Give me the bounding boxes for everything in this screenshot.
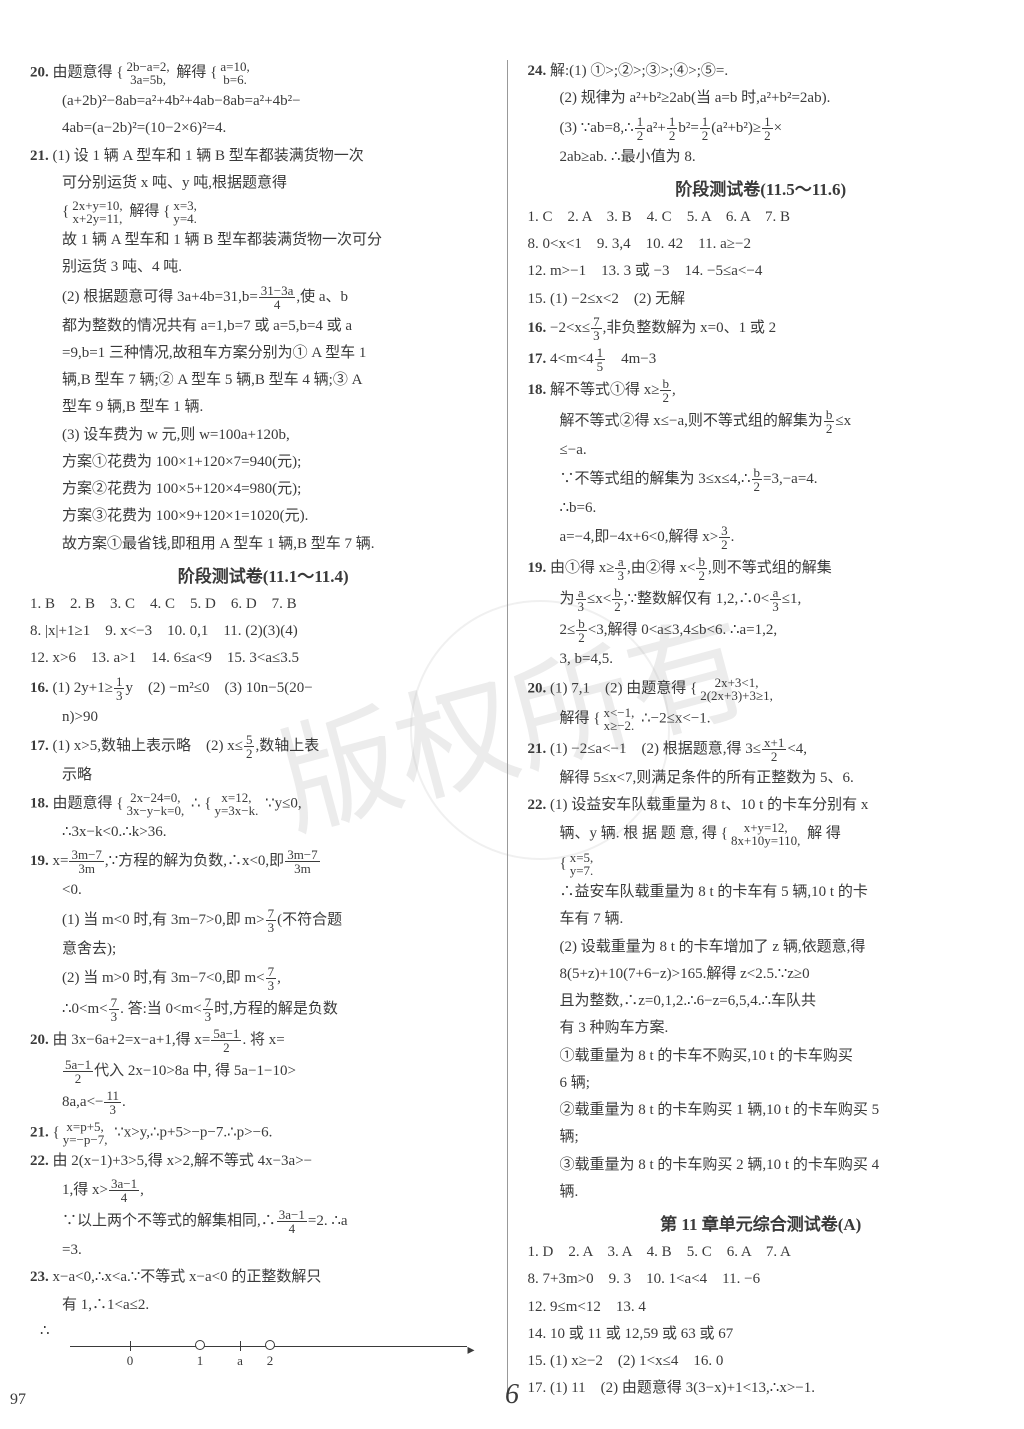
mc-row2: 8. |x|+1≥1 9. x<−3 10. 0,1 11. (2)(3)(4): [30, 620, 497, 643]
q23-l2: 有 1,∴1<a≤2.: [30, 1294, 497, 1317]
number-line: ∴ ▸ 0 1 a 2: [70, 1321, 497, 1371]
q20: 20. 由题意得 {2b−a=2,3a=5b, 解得 {a=10,b=6.: [30, 60, 497, 86]
q24: 24. 解:(1) ①>;②>;③>;④>;⑤=.: [528, 60, 995, 83]
q20r: 20. (1) 7,1 (2) 由题意得 {2x+3<1,2(2x+3)+3≥1…: [528, 676, 995, 702]
q18r: 18. 解不等式①得 x≥b2,: [528, 377, 995, 404]
q18r-l3: ≤−a.: [528, 439, 995, 462]
page-columns: 20. 由题意得 {2b−a=2,3a=5b, 解得 {a=10,b=6. (a…: [30, 60, 994, 1399]
q21-sys: {2x+y=10,x+2y=11, 解得 {x=3,y=4.: [30, 199, 497, 225]
mc3-row4: 14. 10 或 11 或 12,59 或 63 或 67: [528, 1323, 995, 1346]
mc3-row2: 8. 7+3m>0 9. 3 10. 1<a<4 11. −6: [528, 1268, 995, 1291]
q22-l3: ∵以上两个不等式的解集相同,∴3a−14=2. ∴a: [30, 1208, 497, 1235]
left-column: 20. 由题意得 {2b−a=2,3a=5b, 解得 {a=10,b=6. (a…: [30, 60, 508, 1399]
q21: 21. (1) 设 1 辆 A 型车和 1 辆 B 型车都装满货物一次: [30, 145, 497, 168]
mc2-row4: 15. (1) −2≤x<2 (2) 无解: [528, 288, 995, 311]
q21-l12: 方案①花费为 100×1+120×7=940(元);: [30, 451, 497, 474]
q22r-l3: {x=5,y=7.: [528, 851, 995, 877]
q20b-l2: 5a−12代入 2x−10>8a 中, 得 5a−1−10>: [30, 1058, 497, 1085]
q21r: 21. (1) −2≤a<−1 (2) 根据题意,得 3≤x+12<4,: [528, 736, 995, 763]
q21-l9: 辆,B 型车 7 辆;② A 型车 5 辆,B 型车 4 辆;③ A: [30, 369, 497, 392]
q18r-l2: 解不等式②得 x≤−a,则不等式组的解集为b2≤x: [528, 408, 995, 435]
q19-l5: (2) 当 m>0 时,有 3m−7<0,即 m<73,: [30, 965, 497, 992]
q22r-l13: 辆;: [528, 1126, 995, 1149]
q22r-l12: ②载重量为 8 t 的卡车购买 1 辆,10 t 的卡车购买 5: [528, 1099, 995, 1122]
q22r-l10: ①载重量为 8 t 的卡车不购买,10 t 的卡车购买: [528, 1045, 995, 1068]
q22r-l8: 且为整数,∴z=0,1,2.∴6−z=6,5,4.∴车队共: [528, 990, 995, 1013]
q21b: 21. {x=p+5,y=−p−7, ∵x>y,∴p+5>−p−7.∴p>−6.: [30, 1120, 497, 1146]
q21r-l2: 解得 5≤x<7,则满足条件的所有正整数为 5、6.: [528, 767, 995, 790]
q21-l15: 故方案①最省钱,即租用 A 型车 1 辆,B 型车 7 辆.: [30, 533, 497, 556]
q18r-l5: ∴b=6.: [528, 497, 995, 520]
q22r-l14: ③载重量为 8 t 的卡车购买 2 辆,10 t 的卡车购买 4: [528, 1154, 995, 1177]
q24-l2: (2) 规律为 a²+b²≥2ab(当 a=b 时,a²+b²=2ab).: [528, 87, 995, 110]
q21-l10: 型车 9 辆,B 型车 1 辆.: [30, 396, 497, 419]
mc2-row1: 1. C 2. A 3. B 4. C 5. A 6. A 7. B: [528, 206, 995, 229]
q20b: 20. 由 3x−6a+2=x−a+1,得 x=5a−12. 将 x=: [30, 1027, 497, 1054]
q16-l2: n)>90: [30, 706, 497, 729]
q19-l3: (1) 当 m<0 时,有 3m−7>0,即 m>73(不符合题: [30, 907, 497, 934]
q24-l3: (3) ∵ab=8,∴12a²+12b²=12(a²+b²)≥12×: [528, 115, 995, 142]
q19r: 19. 由①得 x≥a3,由②得 x<b2,则不等式组的解集: [528, 555, 995, 582]
q21-l7: 都为整数的情况共有 a=1,b=7 或 a=5,b=4 或 a: [30, 315, 497, 338]
section-title-3: 第 11 章单元综合测试卷(A): [528, 1210, 995, 1235]
q22r: 22. (1) 设益安车队载重量为 8 t、10 t 的卡车分别有 x: [528, 794, 995, 817]
q22-l4: =3.: [30, 1239, 497, 1262]
q22r-l2: 辆、y 辆. 根 据 题 意, 得 {x+y=12,8x+10y=110, 解 …: [528, 821, 995, 847]
q22r-l7: 8(5+z)+10(7+6−z)>165.解得 z<2.5.∵z≥0: [528, 963, 995, 986]
q18: 18. 由题意得 {2x−24=0,3x−y−k=0, ∴ {x=12,y=3x…: [30, 791, 497, 817]
q22r-l9: 有 3 种购车方案.: [528, 1017, 995, 1040]
q17r: 17. 4<m<415 4m−3: [528, 346, 995, 373]
q21-l2: 可分别运货 x 吨、y 吨,根据题意得: [30, 172, 497, 195]
page-number-left: 97: [10, 1391, 26, 1409]
section-title-1: 阶段测试卷(11.1～11.4): [30, 562, 497, 587]
q22: 22. 由 2(x−1)+3>5,得 x>2,解不等式 4x−3a>−: [30, 1150, 497, 1173]
mc3-row3: 12. 9≤m<12 13. 4: [528, 1296, 995, 1319]
mc3-row5: 15. (1) x≥−2 (2) 1<x≤4 16. 0: [528, 1350, 995, 1373]
q18r-l6: a=−4,即−4x+6<0,解得 x>32.: [528, 524, 995, 551]
q22r-l5: 车有 7 辆.: [528, 908, 995, 931]
q20-l2: (a+2b)²−8ab=a²+4b²+4ab−8ab=a²+4b²−: [30, 90, 497, 113]
q17: 17. (1) x>5,数轴上表示略 (2) x≤52,数轴上表: [30, 733, 497, 760]
q16r: 16. −2<x≤73,非负整数解为 x=0、1 或 2: [528, 315, 995, 342]
q22r-l4: ∴益安车队载重量为 8 t 的卡车有 5 辆,10 t 的卡: [528, 881, 995, 904]
q23: 23. x−a<0,∴x<a.∵不等式 x−a<0 的正整数解只: [30, 1266, 497, 1289]
q21-l11: (3) 设车费为 w 元,则 w=100a+120b,: [30, 424, 497, 447]
q19r-l4: 3, b=4,5.: [528, 648, 995, 671]
page-number-bottom: 6: [505, 1379, 519, 1411]
q21-l4: 故 1 辆 A 型车和 1 辆 B 型车都装满货物一次可分: [30, 229, 497, 252]
q21-l8: =9,b=1 三种情况,故租车方案分别为① A 型车 1: [30, 342, 497, 365]
q19r-l2: 为a3≤x<b2,∵整数解仅有 1,2,∴0<a3≤1,: [528, 586, 995, 613]
q19r-l3: 2≤b2<3,解得 0<a≤3,4≤b<6. ∴a=1,2,: [528, 617, 995, 644]
q19: 19. x=3m−73m,∵方程的解为负数,∴x<0,即3m−73m: [30, 848, 497, 875]
mc2-row2: 8. 0<x<1 9. 3,4 10. 42 11. a≥−2: [528, 233, 995, 256]
q21-l6: (2) 根据题意可得 3a+4b=31,b=31−3a4,使 a、b: [30, 284, 497, 311]
q21-l5: 别运货 3 吨、4 吨.: [30, 256, 497, 279]
mc-row3: 12. x>6 13. a>1 14. 6≤a<9 15. 3<a≤3.5: [30, 647, 497, 670]
q21-l14: 方案③花费为 100×9+120×1=1020(元).: [30, 505, 497, 528]
q19-l4: 意舍去);: [30, 938, 497, 961]
q24-l4: 2ab≥ab. ∴最小值为 8.: [528, 146, 995, 169]
q20-l3: 4ab=(a−2b)²=(10−2×6)²=4.: [30, 117, 497, 140]
q22-l2: 1,得 x>3a−14,: [30, 1177, 497, 1204]
mc2-row3: 12. m>−1 13. 3 或 −3 14. −5≤a<−4: [528, 260, 995, 283]
section-title-2: 阶段测试卷(11.5～11.6): [528, 175, 995, 200]
q19-l2: <0.: [30, 879, 497, 902]
mc-row1: 1. B 2. B 3. C 4. C 5. D 6. D 7. B: [30, 593, 497, 616]
q22r-l15: 辆.: [528, 1181, 995, 1204]
q22r-l11: 6 辆;: [528, 1072, 995, 1095]
q20r-l2: 解得 {x<−1,x≥−2. ∴−2≤x<−1.: [528, 706, 995, 732]
q19-l6: ∴0<m<73. 答:当 0<m<73时,方程的解是负数: [30, 996, 497, 1023]
q16: 16. (1) 2y+1≥13y (2) −m²≤0 (3) 10n−5(20−: [30, 675, 497, 702]
right-column: 24. 解:(1) ①>;②>;③>;④>;⑤=. (2) 规律为 a²+b²≥…: [518, 60, 995, 1399]
q18-l2: ∴3x−k<0.∴k>36.: [30, 821, 497, 844]
q22r-l6: (2) 设载重量为 8 t 的卡车增加了 z 辆,依题意,得: [528, 936, 995, 959]
q21-l13: 方案②花费为 100×5+120×4=980(元);: [30, 478, 497, 501]
q18r-l4: ∵不等式组的解集为 3≤x≤4,∴b2=3,−a=4.: [528, 466, 995, 493]
q17-l2: 示略: [30, 764, 497, 787]
q20b-l3: 8a,a<−113.: [30, 1089, 497, 1116]
mc3-row6: 17. (1) 11 (2) 由题意得 3(3−x)+1<13,∴x>−1.: [528, 1377, 995, 1400]
mc3-row1: 1. D 2. A 3. A 4. B 5. C 6. A 7. A: [528, 1241, 995, 1264]
